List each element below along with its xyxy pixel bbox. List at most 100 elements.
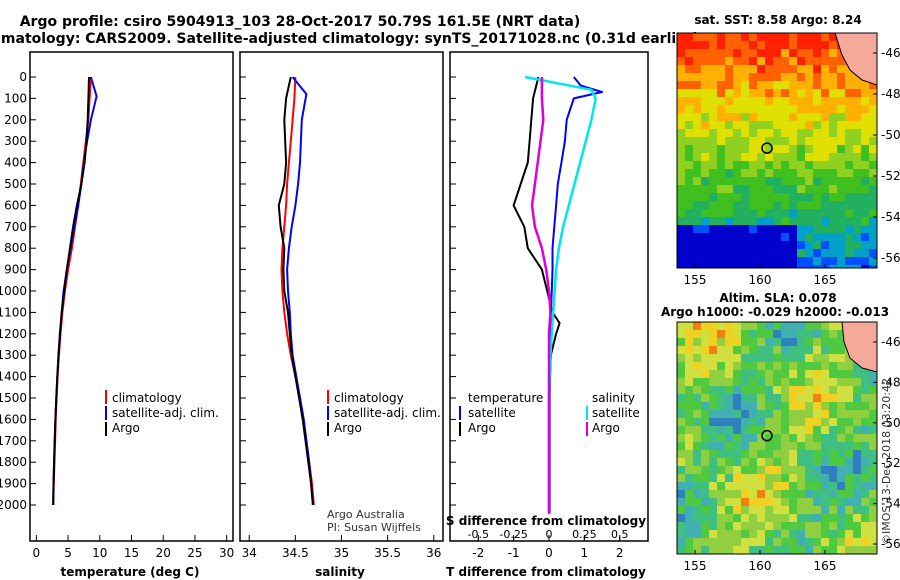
map-cell xyxy=(725,354,734,363)
map-cell xyxy=(829,105,838,114)
map-cell xyxy=(805,370,814,379)
map-cell xyxy=(757,233,766,242)
map-cell xyxy=(685,113,694,122)
map-cell xyxy=(829,257,838,266)
map-cell xyxy=(709,362,718,371)
map-cell xyxy=(797,217,806,226)
map-cell xyxy=(821,538,830,547)
map-cell xyxy=(701,33,710,42)
map-cell xyxy=(789,161,798,170)
map-cell xyxy=(725,65,734,74)
map-cell xyxy=(749,145,758,154)
map-cell xyxy=(717,169,726,178)
map-cell xyxy=(709,129,718,138)
map-cell xyxy=(837,233,846,242)
map-cell xyxy=(821,346,830,355)
map-cell xyxy=(733,241,742,250)
map-cell xyxy=(789,241,798,250)
map-cell xyxy=(805,257,814,266)
map-cell xyxy=(829,394,838,403)
map-cell xyxy=(757,418,766,427)
map-cell xyxy=(837,506,846,515)
map-lon-label: 155 xyxy=(684,273,707,287)
map-cell xyxy=(709,386,718,395)
map-cell xyxy=(805,249,814,258)
map-cell xyxy=(869,241,877,250)
legend-title-temperature: temperature xyxy=(468,391,543,405)
map-cell xyxy=(685,522,694,531)
map-cell xyxy=(869,113,877,122)
map-cell xyxy=(781,241,790,250)
map-cell xyxy=(781,402,790,411)
map-cell xyxy=(869,386,877,395)
x-axes: 0 5 10 15 20 25 30 34 34.5 35 35.5 36 -2 -1 0 1 2-0.5 -0.… xyxy=(33,528,629,560)
map-cell xyxy=(685,129,694,138)
series-line xyxy=(530,77,552,514)
map-cell xyxy=(789,338,798,347)
map-cell xyxy=(749,49,758,58)
map-cell xyxy=(765,81,774,90)
map-cell xyxy=(813,450,822,459)
map-cell xyxy=(869,410,877,419)
map-cell xyxy=(797,97,806,106)
map-cell xyxy=(837,466,846,475)
map-cell xyxy=(773,137,782,146)
map-cell xyxy=(717,57,726,66)
map-cell xyxy=(805,65,814,74)
map-cell xyxy=(701,466,710,475)
map-cell xyxy=(781,33,790,42)
map-cell xyxy=(805,482,814,491)
map-cell xyxy=(845,89,854,98)
map-cell xyxy=(717,129,726,138)
map-cell xyxy=(749,370,758,379)
map-cell xyxy=(797,169,806,178)
map-cell xyxy=(773,450,782,459)
map-cell xyxy=(717,201,726,210)
map-cell xyxy=(845,498,854,507)
map-cell xyxy=(693,410,702,419)
map-cell xyxy=(861,474,870,483)
map-cell xyxy=(693,402,702,411)
map-cell xyxy=(701,378,710,387)
map-cell xyxy=(677,322,686,331)
map-cell xyxy=(677,193,686,202)
map-cell xyxy=(749,546,758,554)
map-cell xyxy=(749,346,758,355)
map-cell xyxy=(677,121,686,130)
map-cell xyxy=(797,418,806,427)
x-tick-label: 1 xyxy=(581,546,589,560)
map-cell xyxy=(829,426,838,435)
map-cell xyxy=(797,386,806,395)
map-cell xyxy=(685,137,694,146)
map-cell xyxy=(797,410,806,419)
map-cell xyxy=(725,97,734,106)
map-cell xyxy=(685,73,694,82)
map-cell xyxy=(821,410,830,419)
map-cell xyxy=(717,402,726,411)
map-cell xyxy=(829,129,838,138)
map-cell xyxy=(813,442,822,451)
map-cell xyxy=(805,89,814,98)
map-cell xyxy=(693,57,702,66)
map-cell xyxy=(797,466,806,475)
map-cell xyxy=(797,233,806,242)
map-cell xyxy=(733,97,742,106)
map-cell xyxy=(725,145,734,154)
map-cell xyxy=(741,97,750,106)
map-cell xyxy=(693,121,702,130)
map-cell xyxy=(813,161,822,170)
map-cell xyxy=(709,482,718,491)
map-cell xyxy=(821,129,830,138)
map-cell xyxy=(677,370,686,379)
map-cell xyxy=(845,386,854,395)
map-cell xyxy=(805,153,814,162)
map-cell xyxy=(781,538,790,547)
map-cell xyxy=(861,506,870,515)
map-cell xyxy=(837,81,846,90)
map-cell xyxy=(733,57,742,66)
map-cell xyxy=(685,506,694,515)
map-cell xyxy=(781,498,790,507)
map-cell xyxy=(789,193,798,202)
map-cell xyxy=(773,530,782,539)
map-cell xyxy=(725,426,734,435)
